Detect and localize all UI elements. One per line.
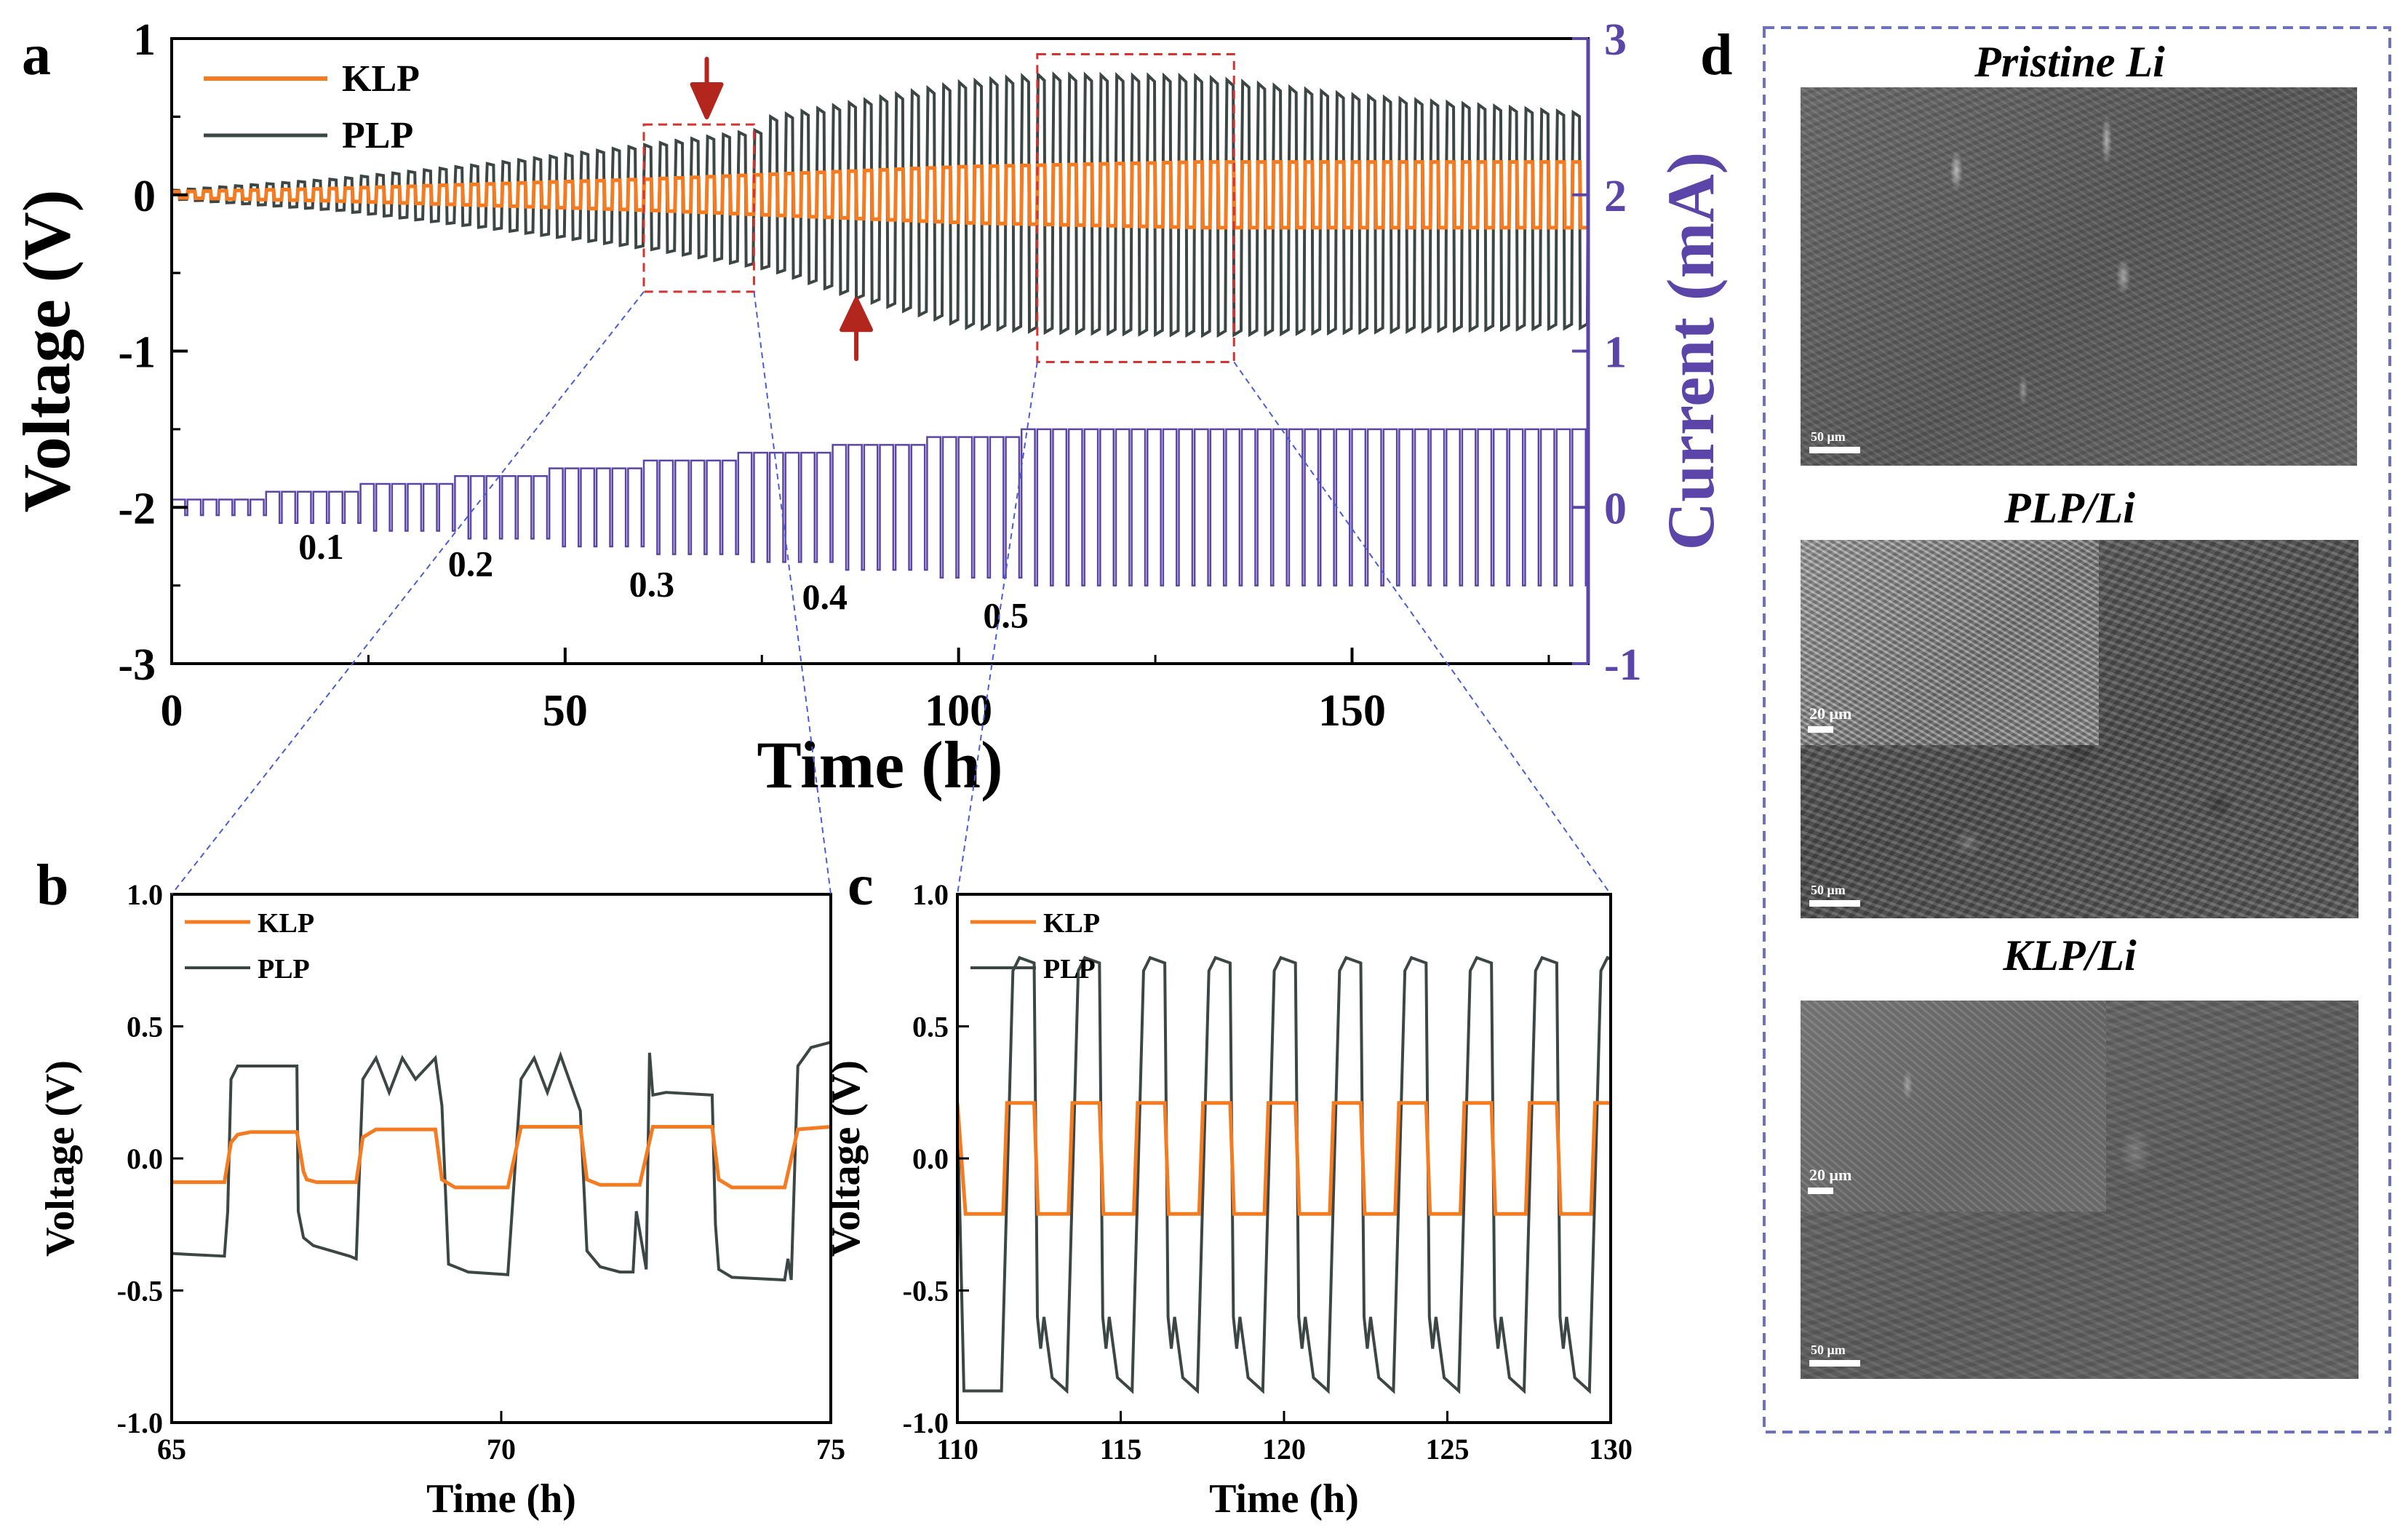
- panel-label-d: d: [1700, 23, 1733, 87]
- scale-bar-plp-inset: 20 μm: [1808, 704, 1851, 738]
- panel-label-c: c: [848, 854, 874, 918]
- scale-bar-line: [1808, 726, 1833, 733]
- panel-c-x-tick-label-125: 125: [1426, 1433, 1470, 1466]
- klp-series-line: [172, 160, 1588, 230]
- panel-b-plot: 65 70 75 -1.0 -0.5 0.0 0.5 1.0 Time (h) Voltage (…: [38, 878, 845, 1522]
- panel-label-b: b: [36, 854, 69, 918]
- panel-c-x-tick-label-115: 115: [1100, 1433, 1142, 1466]
- panel-c-y-tick-label--1.0: -1.0: [903, 1407, 949, 1439]
- legend-plp-label: PLP: [342, 115, 413, 156]
- panel-c-y-tick-label-0.0: 0.0: [912, 1142, 949, 1175]
- sem-image-pristine-li: [1801, 87, 2357, 466]
- arrow-down-icon: [690, 57, 724, 119]
- panel-c-x-tick-label-130: 130: [1589, 1433, 1632, 1466]
- panel-d-frame: [1763, 26, 2391, 1433]
- panel-b-y-tick-label-0.5: 0.5: [127, 1011, 163, 1043]
- panel-b-x-tick-label-65: 65: [157, 1433, 186, 1466]
- panel-b-x-tick-label-70: 70: [487, 1433, 516, 1466]
- panel-c-y-tick-label-0.5: 0.5: [912, 1011, 949, 1043]
- zoom-connector-line: [1233, 361, 1611, 895]
- sem-title-pristine: Pristine Li: [1974, 38, 2165, 86]
- scale-label-klp-inset: 20 μm: [1809, 1166, 1852, 1184]
- current-series-line: [172, 428, 1588, 586]
- panel-b-y-tick-label--0.5: -0.5: [117, 1275, 163, 1308]
- panel-b-x-tick-label-75: 75: [816, 1433, 845, 1466]
- rate-label-0.2: 0.2: [448, 544, 494, 584]
- panel-c-plp-line: [957, 955, 1611, 1394]
- panel-c-legend-plp-label: PLP: [1043, 954, 1096, 985]
- y-tick-label--3: -3: [118, 640, 156, 690]
- x-axis-title: Time (h): [757, 728, 1002, 802]
- y2-tick-label-2: 2: [1604, 172, 1627, 221]
- scale-label-klp-main: 50 μm: [1811, 1343, 1846, 1357]
- scale-bar-line: [1809, 900, 1860, 907]
- scale-label-plp-inset: 20 μm: [1809, 704, 1852, 723]
- panel-c-legend-klp-label: KLP: [1043, 908, 1100, 939]
- panel-c-x-axis-title: Time (h): [1209, 1476, 1359, 1522]
- scale-label-pristine: 50 μm: [1811, 429, 1846, 444]
- rate-label-0.1: 0.1: [298, 526, 344, 567]
- panel-b-y-tick-label-0.0: 0.0: [127, 1142, 163, 1175]
- y2-tick-label--1: -1: [1604, 640, 1642, 690]
- panel-a-plot: 0 50 100 150 -3 -2 -1 0 1 -1 0 1 2 3 Time (h) Voltage (…: [9, 15, 1728, 802]
- panel-b-y-tick-label--1.0: -1.0: [117, 1407, 163, 1439]
- panel-c-y-tick-label--0.5: -0.5: [903, 1275, 949, 1308]
- panel-b-plp-line: [172, 1041, 831, 1282]
- panel-label-a: a: [22, 23, 51, 87]
- y2-axis-title: Current (mA): [1654, 152, 1728, 551]
- sem-inset-plp-li: [1801, 540, 2099, 745]
- sem-title-klp: KLP/Li: [2002, 931, 2137, 979]
- panel-c-plot: 110 115 120 125 130 -1.0 -0.5 0.0 0.5 1.0 Time (h)…: [824, 878, 1632, 1522]
- legend-klp-label: KLP: [342, 58, 420, 100]
- panel-c-x-tick-label-110: 110: [936, 1433, 978, 1466]
- x-tick-label-50: 50: [543, 686, 588, 736]
- scale-bar-klp-main: 50 μm: [1809, 1343, 1860, 1372]
- rate-label-0.4: 0.4: [802, 576, 848, 617]
- x-tick-label-0: 0: [161, 686, 183, 736]
- panel-c-y-axis-title: Voltage (V): [824, 1060, 869, 1257]
- panel-b-y-axis-title: Voltage (V): [38, 1060, 83, 1257]
- panel-c-x-tick-label-120: 120: [1262, 1433, 1306, 1466]
- x-tick-label-100: 100: [925, 686, 992, 736]
- rate-label-0.3: 0.3: [629, 564, 675, 605]
- y-tick-label--2: -2: [118, 484, 156, 533]
- y-tick-label--1: -1: [118, 328, 156, 378]
- panel-c-y-tick-label-1.0: 1.0: [912, 878, 949, 911]
- zoom-connector-line: [171, 291, 645, 895]
- zoom-box-c: [1036, 52, 1235, 364]
- scale-bar-plp-main: 50 μm: [1809, 883, 1860, 912]
- zoom-box-b: [642, 123, 755, 293]
- y2-tick-label-1: 1: [1604, 328, 1627, 378]
- sem-title-plp: PLP/Li: [2004, 484, 2135, 532]
- scale-bar-pristine: 50 μm: [1809, 429, 1860, 458]
- panel-c-klp-line: [957, 1101, 1611, 1216]
- scale-bar-line: [1809, 1360, 1860, 1367]
- scale-bar-klp-inset: 20 μm: [1808, 1166, 1851, 1199]
- panel-b-x-axis-title: Time (h): [426, 1476, 576, 1522]
- zoom-connector-line: [957, 362, 1038, 895]
- panel-b-legend-plp-label: PLP: [258, 954, 310, 985]
- y-tick-label-1: 1: [133, 15, 156, 65]
- sem-inset-klp-li: [1801, 1001, 2106, 1212]
- panel-b-legend-klp-label: KLP: [258, 908, 314, 939]
- y-axis-title: Voltage (V): [9, 190, 84, 513]
- panel-b-y-tick-label-1.0: 1.0: [127, 878, 163, 911]
- scale-bar-line: [1809, 447, 1860, 453]
- y2-tick-label-3: 3: [1604, 15, 1627, 65]
- x-tick-label-150: 150: [1318, 686, 1386, 736]
- y2-tick-label-0: 0: [1604, 484, 1627, 533]
- panel-b-klp-line: [172, 1124, 831, 1190]
- scale-label-plp-main: 50 μm: [1811, 883, 1846, 897]
- arrow-up-icon: [840, 297, 874, 362]
- y-tick-label-0: 0: [133, 172, 156, 221]
- scale-bar-line: [1808, 1188, 1833, 1194]
- rate-label-0.5: 0.5: [983, 595, 1029, 636]
